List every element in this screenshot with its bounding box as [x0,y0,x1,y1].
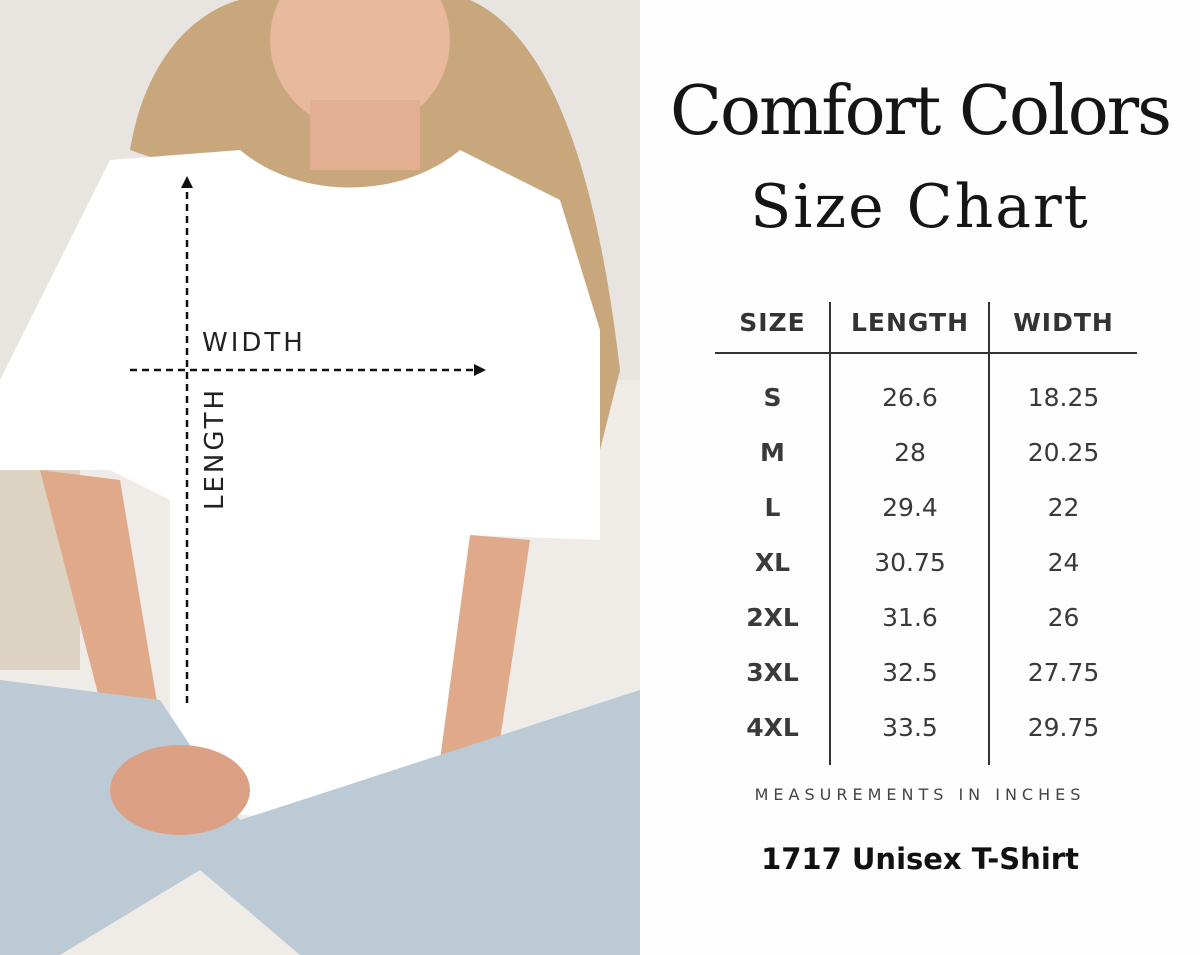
width-label: WIDTH [202,328,306,358]
table-cell-width: 27.75 [1027,658,1100,687]
chart-subtitle: Size Chart [750,172,1090,242]
header-divider [715,352,1137,354]
table-cell-length: 32.5 [882,658,938,687]
table-cell-length: 28 [894,438,926,467]
length-arrowhead-icon [181,176,193,188]
hands [110,745,250,835]
table-cell-size: 4XL [746,713,799,742]
table-cell-size: M [760,438,785,467]
table-cell-size: 2XL [746,603,799,632]
table-cell-size: XL [754,548,791,577]
table-cell-size: L [764,493,781,522]
table-cell-width: 24 [1047,548,1080,577]
table-cell-length: 33.5 [882,713,938,742]
model-photo: WIDTH LENGTH [0,0,640,955]
column-header-size: SIZE [739,308,806,337]
size-chart-panel: Comfort Colors Size Chart SIZE LENGTH WI… [640,0,1200,955]
table-cell-width: 26 [1047,603,1080,632]
brand-title: Comfort Colors [669,72,1172,151]
width-arrowhead-icon [474,364,486,376]
table-cell-width: 20.25 [1027,438,1100,467]
column-header-length: LENGTH [851,308,969,337]
table-cell-width: 22 [1047,493,1080,522]
column-divider [829,302,831,765]
face [270,0,450,130]
measurements-note: MEASUREMENTS IN INCHES [754,785,1086,804]
length-label: LENGTH [200,386,230,510]
model-illustration [0,0,640,955]
table-cell-length: 31.6 [882,603,938,632]
table-cell-size: 3XL [746,658,799,687]
t-shirt [0,150,600,817]
column-divider [988,302,990,765]
table-cell-width: 18.25 [1027,383,1100,412]
table-cell-width: 29.75 [1027,713,1100,742]
table-cell-size: S [763,383,782,412]
product-name: 1717 Unisex T-Shirt [761,842,1079,876]
column-header-width: WIDTH [1013,308,1114,337]
table-cell-length: 29.4 [882,493,938,522]
table-cell-length: 30.75 [874,548,946,577]
table-cell-length: 26.6 [882,383,938,412]
